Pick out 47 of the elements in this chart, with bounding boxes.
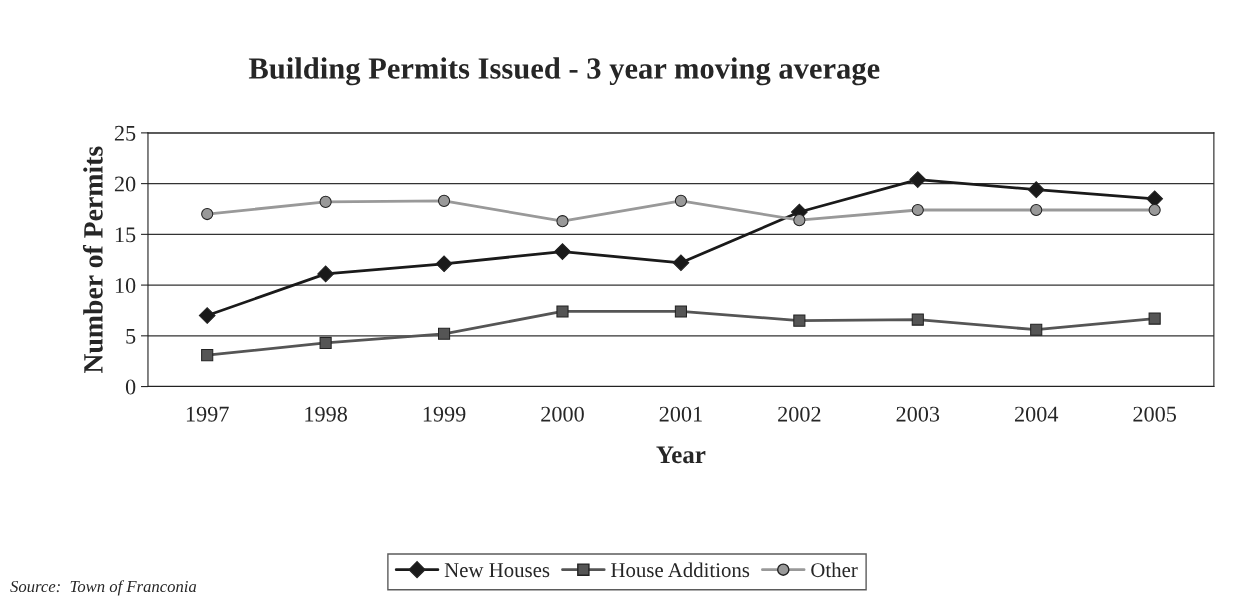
x-tick-label: 1997 (186, 406, 229, 422)
point (554, 243, 571, 260)
y-tick-label: 20 (114, 176, 136, 192)
point (672, 254, 690, 272)
y-tick-label: 10 (115, 278, 136, 294)
point (1030, 203, 1043, 217)
point (793, 314, 806, 327)
x-tick-label: 1998 (305, 406, 347, 422)
legend-label: Other (811, 562, 858, 578)
point (435, 255, 453, 273)
point (319, 195, 332, 208)
point (201, 207, 214, 221)
x-tick-label: 2001 (659, 406, 702, 422)
point (911, 203, 924, 217)
y-tick-label: 0 (125, 379, 136, 395)
y-tick-label: 5 (126, 328, 136, 344)
x-tick-label: 2005 (1133, 406, 1177, 422)
point (437, 194, 451, 207)
point (793, 214, 806, 227)
point (317, 265, 334, 283)
y-axis-title: Number of Permits (82, 146, 103, 374)
point (201, 349, 214, 362)
point (556, 215, 569, 228)
y-tick-label: 25 (114, 125, 136, 141)
point (556, 305, 569, 318)
x-tick-label: 2004 (1014, 406, 1059, 422)
point (674, 194, 687, 207)
x-axis-title: Year (656, 446, 706, 464)
legend-label: House Additions (611, 562, 750, 578)
x-tick-label: 2002 (778, 406, 821, 422)
point (319, 336, 332, 349)
chart-title: Building Permits Issued - 3 year moving average (248, 57, 880, 86)
x-tick-label: 2003 (896, 406, 940, 422)
point (674, 305, 687, 318)
point (909, 171, 927, 188)
source-note: Source: Town of Franconia (10, 580, 197, 596)
point (1148, 312, 1161, 325)
point (1027, 181, 1045, 199)
point (198, 307, 216, 324)
x-tick-label: 1999 (423, 406, 466, 422)
point (1030, 323, 1043, 336)
x-tick-label: 2000 (541, 406, 584, 422)
y-tick-label: 15 (115, 227, 136, 243)
point (911, 313, 924, 326)
point (1148, 203, 1161, 217)
legend-label: New Houses (444, 563, 550, 578)
point (437, 327, 451, 340)
